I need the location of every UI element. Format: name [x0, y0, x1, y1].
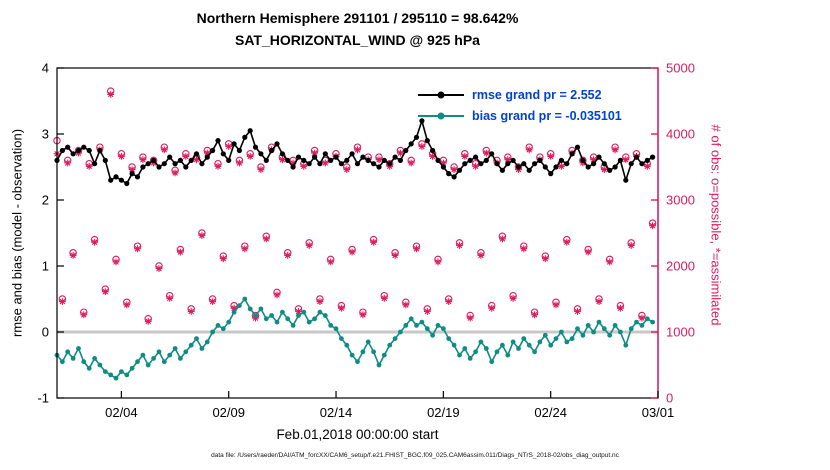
svg-text:0: 0 — [666, 391, 673, 406]
svg-text:02/09: 02/09 — [212, 405, 245, 420]
svg-text:02/14: 02/14 — [320, 405, 353, 420]
svg-text:4000: 4000 — [666, 127, 695, 142]
left-axis-label: rmse and bias (model - observation) — [9, 128, 25, 338]
bias-line-sample — [418, 112, 464, 119]
svg-text:2000: 2000 — [666, 259, 695, 274]
bias-marker-dot — [437, 112, 445, 119]
rmse-marker-dot — [437, 91, 445, 98]
svg-text:03/01: 03/01 — [642, 405, 675, 420]
legend-label-rmse: rmse grand pr = 2.552 — [472, 87, 602, 102]
legend-item-bias: bias grand pr = -0.035101 — [418, 105, 622, 126]
svg-text:02/04: 02/04 — [105, 405, 138, 420]
x-axis-label: Feb.01,2018 00:00:00 start — [276, 427, 439, 442]
chart-title-line2: SAT_HORIZONTAL_WIND @ 925 hPa — [235, 32, 480, 48]
rmse-line-sample — [418, 91, 464, 98]
svg-text:3: 3 — [42, 127, 49, 142]
legend-item-rmse: rmse grand pr = 2.552 — [418, 84, 622, 105]
svg-text:1000: 1000 — [666, 325, 695, 340]
legend: rmse grand pr = 2.552 bias grand pr = -0… — [418, 84, 622, 126]
svg-text:0: 0 — [42, 325, 49, 340]
svg-text:02/19: 02/19 — [427, 405, 460, 420]
svg-text:5000: 5000 — [666, 61, 695, 76]
legend-label-bias: bias grand pr = -0.035101 — [472, 108, 622, 123]
svg-text:3000: 3000 — [666, 193, 695, 208]
svg-text:1: 1 — [42, 259, 49, 274]
chart-title-line1: Northern Hemisphere 291101 / 295110 = 98… — [196, 10, 519, 26]
svg-text:-1: -1 — [37, 391, 49, 406]
svg-text:02/24: 02/24 — [534, 405, 567, 420]
svg-text:2: 2 — [42, 193, 49, 208]
data-file-caption: data file: /Users/raeder/DAI/ATM_forcXX/… — [211, 452, 619, 459]
right-axis-label: # of obs: o=possible, *=assimilated — [708, 124, 724, 326]
svg-text:4: 4 — [42, 61, 49, 76]
